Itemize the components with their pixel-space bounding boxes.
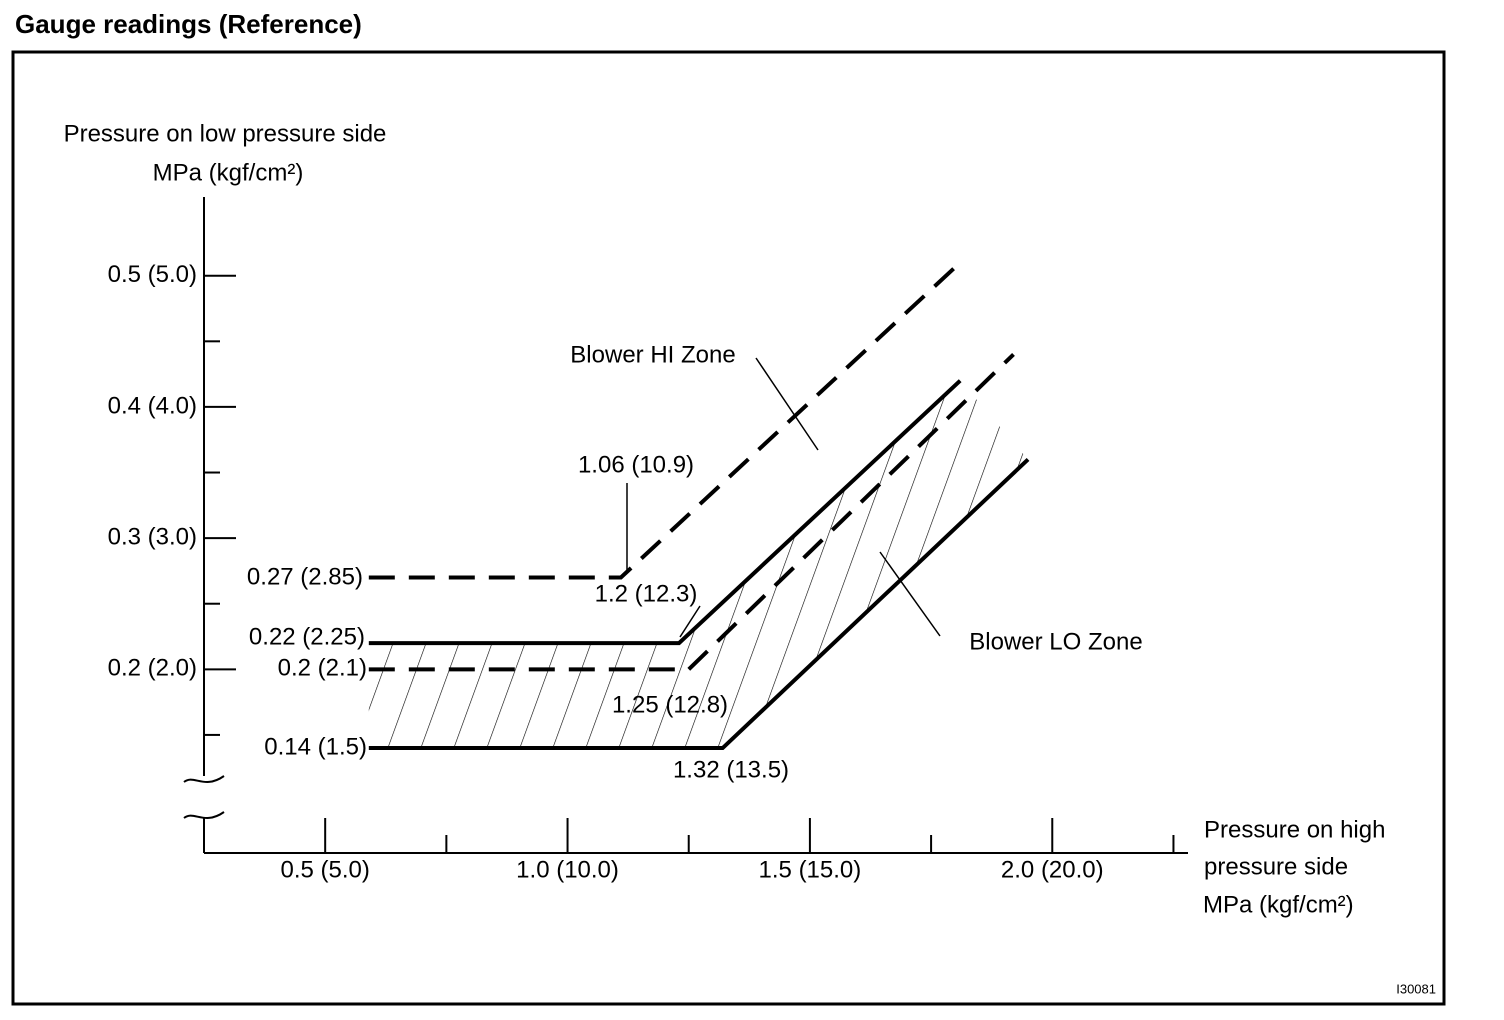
annotation: 1.06 (10.9) xyxy=(578,451,694,478)
figure-id: I30081 xyxy=(1396,981,1436,996)
x-tick-label: 2.0 (20.0) xyxy=(1001,856,1104,883)
y-axis-label: MPa (kgf/cm²) xyxy=(153,159,304,186)
x-tick-label: 1.5 (15.0) xyxy=(759,856,862,883)
annotation: Blower LO Zone xyxy=(969,628,1142,655)
x-axis-label: pressure side xyxy=(1204,853,1348,880)
y-axis-label: Pressure on low pressure side xyxy=(64,120,387,147)
y-tick-label: 0.4 (4.0) xyxy=(108,392,197,419)
chart-title: Gauge readings (Reference) xyxy=(15,9,362,39)
annotation: 1.32 (13.5) xyxy=(673,756,789,783)
annotation: 0.14 (1.5) xyxy=(264,733,367,760)
series-line xyxy=(368,261,962,580)
annotation: Blower HI Zone xyxy=(570,341,735,368)
annotation: 0.2 (2.1) xyxy=(278,654,367,681)
y-tick-label: 0.5 (5.0) xyxy=(108,261,197,288)
y-tick-label: 0.2 (2.0) xyxy=(108,655,197,682)
axes xyxy=(183,197,1188,854)
x-tick-label: 1.0 (10.0) xyxy=(516,856,619,883)
x-tick-label: 0.5 (5.0) xyxy=(280,856,369,883)
y-tick-label: 0.3 (3.0) xyxy=(108,523,197,550)
series-line xyxy=(368,379,962,646)
series-line xyxy=(368,457,1030,751)
annotation: 0.22 (2.25) xyxy=(249,623,365,650)
x-axis-label: MPa (kgf/cm²) xyxy=(1203,891,1354,918)
x-axis-label: Pressure on high xyxy=(1204,816,1385,843)
annotations: 0.27 (2.85) 0.22 (2.25) 0.2 (2.1) 0.14 (… xyxy=(247,341,1143,783)
series-line xyxy=(368,353,1015,672)
annotation: 1.2 (12.3) xyxy=(595,580,698,607)
annotation: 1.25 (12.8) xyxy=(612,691,728,718)
frame xyxy=(11,50,1446,1006)
annotation: 0.27 (2.85) xyxy=(247,563,363,590)
